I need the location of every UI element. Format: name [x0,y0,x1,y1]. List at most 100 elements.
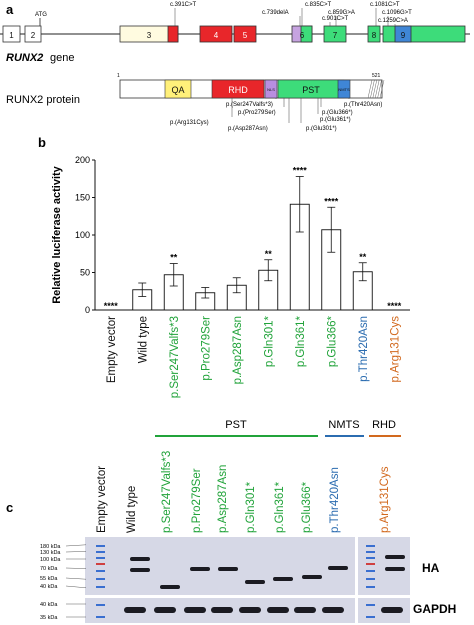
y-tick-label: 0 [85,305,90,315]
domain-nls-box [264,79,278,99]
ha-band [130,568,150,572]
ha-band [245,580,265,584]
gapdh-band [184,607,206,613]
ladder-band [96,557,105,559]
marker-line [65,585,87,588]
exon-8-label: 8 [372,31,377,40]
y-axis-label: Relative luciferase activity [51,165,63,303]
ha-band [160,585,180,589]
significance-label: ** [170,253,178,263]
ladder-band [366,586,375,588]
bar-group: ****** **************** [104,166,402,312]
marker-label: 55 kDa [40,576,58,582]
exon-2-label: 2 [31,31,36,40]
exon-7-label: 7 [333,31,338,40]
protein-label: RUNX2 protein [6,94,80,106]
domain-nls-label: NLS [267,87,275,92]
marker-label: 100 kDa [40,557,61,563]
domain-group: QA RHD NLS PST NMTS [164,79,385,99]
x-category-label: p.Asp287Asn [232,316,244,384]
gene-variant-label: c.835C>T [305,2,332,8]
blot-lane-label: p.Glu366* [301,481,313,533]
significance-label: **** [324,196,339,206]
gapdh-band [381,607,403,613]
ha-band [302,575,322,579]
blot-lane-labels: Empty vector Wild type p.Ser247Valfs*3 p.Pr… [96,451,391,533]
protein-start: 1 [117,73,120,79]
exon-6-label: 6 [300,31,305,40]
atg-label: ATG [35,12,47,18]
exon-1-label: 1 [9,31,14,40]
ladder-band [366,557,375,559]
x-category-label: p.Ser247Valfs*3 [169,316,181,398]
domain-nmts-box [337,79,351,99]
ladder-band [96,586,105,588]
domain-group-brackets: PST NMTS RHD [155,419,401,437]
c-terminal-hatch [374,79,380,99]
marker-label: 70 kDa [40,566,58,572]
nmts-group-label: NMTS [328,419,359,431]
protein-variant-label: p.(Asp287Asn) [228,126,268,132]
y-tick-label: 200 [75,155,90,165]
exon-2-box [24,25,42,43]
ladder-band [96,616,105,618]
exon-8-box [367,25,381,43]
exon-5-label: 5 [243,31,248,40]
ha-band [273,577,293,581]
ladder-band [366,563,375,565]
blot-lane-label: p.Asp287Asn [217,465,229,533]
x-category-label: p.Pro279Ser [200,316,212,381]
domain-rhd-box [211,79,265,99]
gapdh-band [124,607,146,613]
gapdh-band [267,607,289,613]
gene-variant-label: c.739delA [262,10,289,16]
c-terminal-hatch [379,79,385,99]
ladder-band [96,604,105,606]
gapdh-band [294,607,316,613]
x-category-label: p.Arg131Cys [389,316,401,383]
exon-3-label: 3 [147,31,152,40]
ladder-band [366,578,375,580]
exon-7-box [323,25,347,43]
exon-4-box [199,25,233,43]
ladder-band [96,563,105,565]
gapdh-band [239,607,261,613]
ladder-band [366,545,375,547]
blot-bands [96,545,405,618]
protein-diagram: RUNX2 protein 1 521 QA RHD NLS PST NMTS p.(A… [6,73,385,132]
x-category-label: p.Glu366* [326,315,338,367]
gene-label-suffix: gene [50,52,74,64]
blot-lane-label: Empty vector [96,466,108,533]
ladder-band [366,551,375,553]
western-blot: Empty vector Wild type p.Ser247Valfs*3 p.Pr… [40,451,456,623]
y-tick-label: 100 [75,230,90,240]
ladder-band [96,570,105,572]
domain-pst-label: PST [302,85,320,95]
ha-band [130,557,150,561]
x-axis-labels: Empty vector Wild type p.Ser247Valfs*3 p.Pr… [106,315,402,398]
protein-variant-label: p.(Glu361*) [320,117,351,123]
domain-rhd-label: RHD [228,85,248,95]
pst-group-label: PST [225,419,247,431]
blot-lane-label: p.Pro279Ser [191,468,203,533]
ladder-band [96,578,105,580]
gapdh-band [322,607,344,613]
ha-blot-main [85,537,355,595]
gapdh-band [154,607,176,613]
significance-label: **** [104,301,119,311]
protein-variant-label: p.(Glu366*) [322,110,353,116]
ha-band [385,555,405,559]
gene-variant-label: c.1096G>T [382,10,412,16]
ladder-band [366,616,375,618]
y-tick-label: 50 [80,268,90,278]
exon-3-rhd-part [167,25,179,43]
x-category-label: Wild type [137,316,149,363]
significance-label: **** [293,166,308,176]
c-terminal-hatch [372,79,378,99]
ladder-band [96,551,105,553]
c-terminal-hatch [370,79,375,99]
gene-variant-label: c.859G>A [328,10,355,16]
significance-label: ** [265,249,273,259]
